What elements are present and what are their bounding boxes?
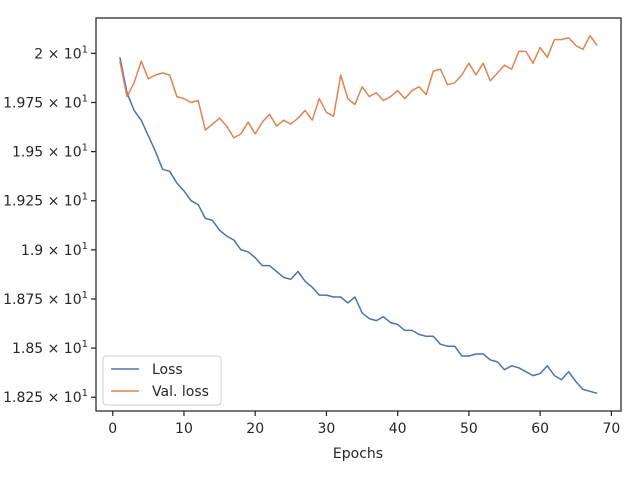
legend-label-loss: Loss <box>152 362 183 378</box>
legend: Loss Val. loss <box>102 355 222 406</box>
x-tick-label: 40 <box>389 421 407 437</box>
y-tick-label: 1.95 × 101 <box>12 143 88 161</box>
series-line-loss <box>119 57 598 395</box>
x-tick-label: 70 <box>602 421 620 437</box>
series-layer <box>119 34 598 395</box>
x-tick-label: 30 <box>318 421 336 437</box>
x-axis-title: Epochs <box>333 446 383 462</box>
x-tick-label: 20 <box>246 421 264 437</box>
x-tick-label: 0 <box>108 421 117 437</box>
x-axis: 0 10 20 30 40 50 60 70 <box>108 411 620 437</box>
y-tick-label: 1.825 × 101 <box>3 388 88 406</box>
y-axis: 1.825 × 101 1.85 × 101 1.875 × 101 1.9 × 10… <box>3 44 96 406</box>
plot-frame <box>95 17 622 412</box>
legend-label-val-loss: Val. loss <box>152 384 209 400</box>
x-tick-label: 10 <box>175 421 193 437</box>
y-tick-label: 1.85 × 101 <box>12 339 88 357</box>
y-tick-label: 1.9 × 101 <box>21 241 88 259</box>
y-tick-label: 1.875 × 101 <box>3 290 88 308</box>
y-tick-label: 1.925 × 101 <box>3 192 88 210</box>
series-line-val-loss <box>119 34 598 139</box>
x-tick-label: 60 <box>531 421 549 437</box>
y-tick-label: 1.975 × 101 <box>3 93 88 111</box>
y-tick-label: 2 × 101 <box>34 44 88 62</box>
x-tick-label: 50 <box>460 421 478 437</box>
